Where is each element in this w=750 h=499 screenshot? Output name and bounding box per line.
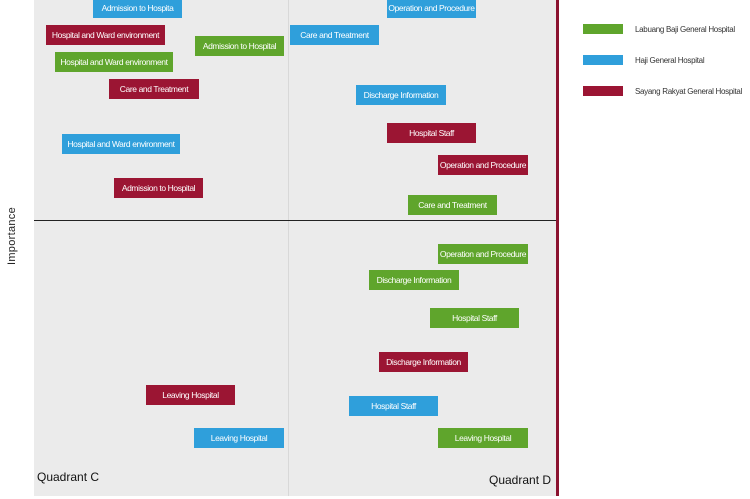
- plot-right-border: [556, 0, 559, 496]
- box-discharge-sayang: Discharge Information: [379, 352, 468, 372]
- legend-swatch-green: [583, 24, 623, 34]
- box-leaving-sayang: Leaving Hospital: [146, 385, 235, 405]
- y-axis-label: Importance: [6, 206, 18, 266]
- vertical-grid-line: [288, 0, 289, 496]
- box-operation-labuang: Operation and Procedure: [438, 244, 528, 264]
- legend-item-sayang: Sayang Rakyat General Hospital: [583, 84, 742, 98]
- box-operation-sayang: Operation and Procedure: [438, 155, 528, 175]
- legend-swatch-red: [583, 86, 623, 96]
- box-leaving-haji: Leaving Hospital: [194, 428, 284, 448]
- box-ward-env-haji: Hospital and Ward environment: [62, 134, 180, 154]
- box-staff-labuang: Hospital Staff: [430, 308, 519, 328]
- box-operation-haji: Operation and Procedure: [387, 0, 476, 18]
- legend-label: Sayang Rakyat General Hospital: [635, 86, 743, 96]
- box-staff-haji: Hospital Staff: [349, 396, 438, 416]
- box-discharge-haji: Discharge Information: [356, 85, 446, 105]
- box-admission-sayang: Admission to Hospital: [114, 178, 203, 198]
- box-leaving-labuang: Leaving Hospital: [438, 428, 528, 448]
- legend-item-labuang: Labuang Baji General Hospital: [583, 22, 742, 36]
- legend: Labuang Baji General Hospital Haji Gener…: [583, 22, 742, 115]
- quadrant-c-label: Quadrant C: [37, 470, 100, 484]
- box-admission-labuang: Admission to Hospital: [195, 36, 284, 56]
- box-care-haji: Care and Treatment: [290, 25, 379, 45]
- box-care-sayang: Care and Treatment: [109, 79, 199, 99]
- box-discharge-labuang: Discharge Information: [369, 270, 459, 290]
- horizontal-divider-line: [34, 220, 556, 221]
- box-staff-sayang: Hospital Staff: [387, 123, 476, 143]
- box-ward-env-sayang: Hospital and Ward environment: [46, 25, 165, 45]
- legend-label: Labuang Baji General Hospital: [635, 24, 735, 34]
- box-admission-haji: Admission to Hospita: [93, 0, 182, 18]
- legend-item-haji: Haji General Hospital: [583, 53, 742, 67]
- box-ward-env-labuang: Hospital and Ward environment: [55, 52, 173, 72]
- legend-swatch-blue: [583, 55, 623, 65]
- quadrant-d-label: Quadrant D: [489, 473, 552, 487]
- legend-label: Haji General Hospital: [635, 55, 705, 65]
- box-care-labuang: Care and Treatment: [408, 195, 497, 215]
